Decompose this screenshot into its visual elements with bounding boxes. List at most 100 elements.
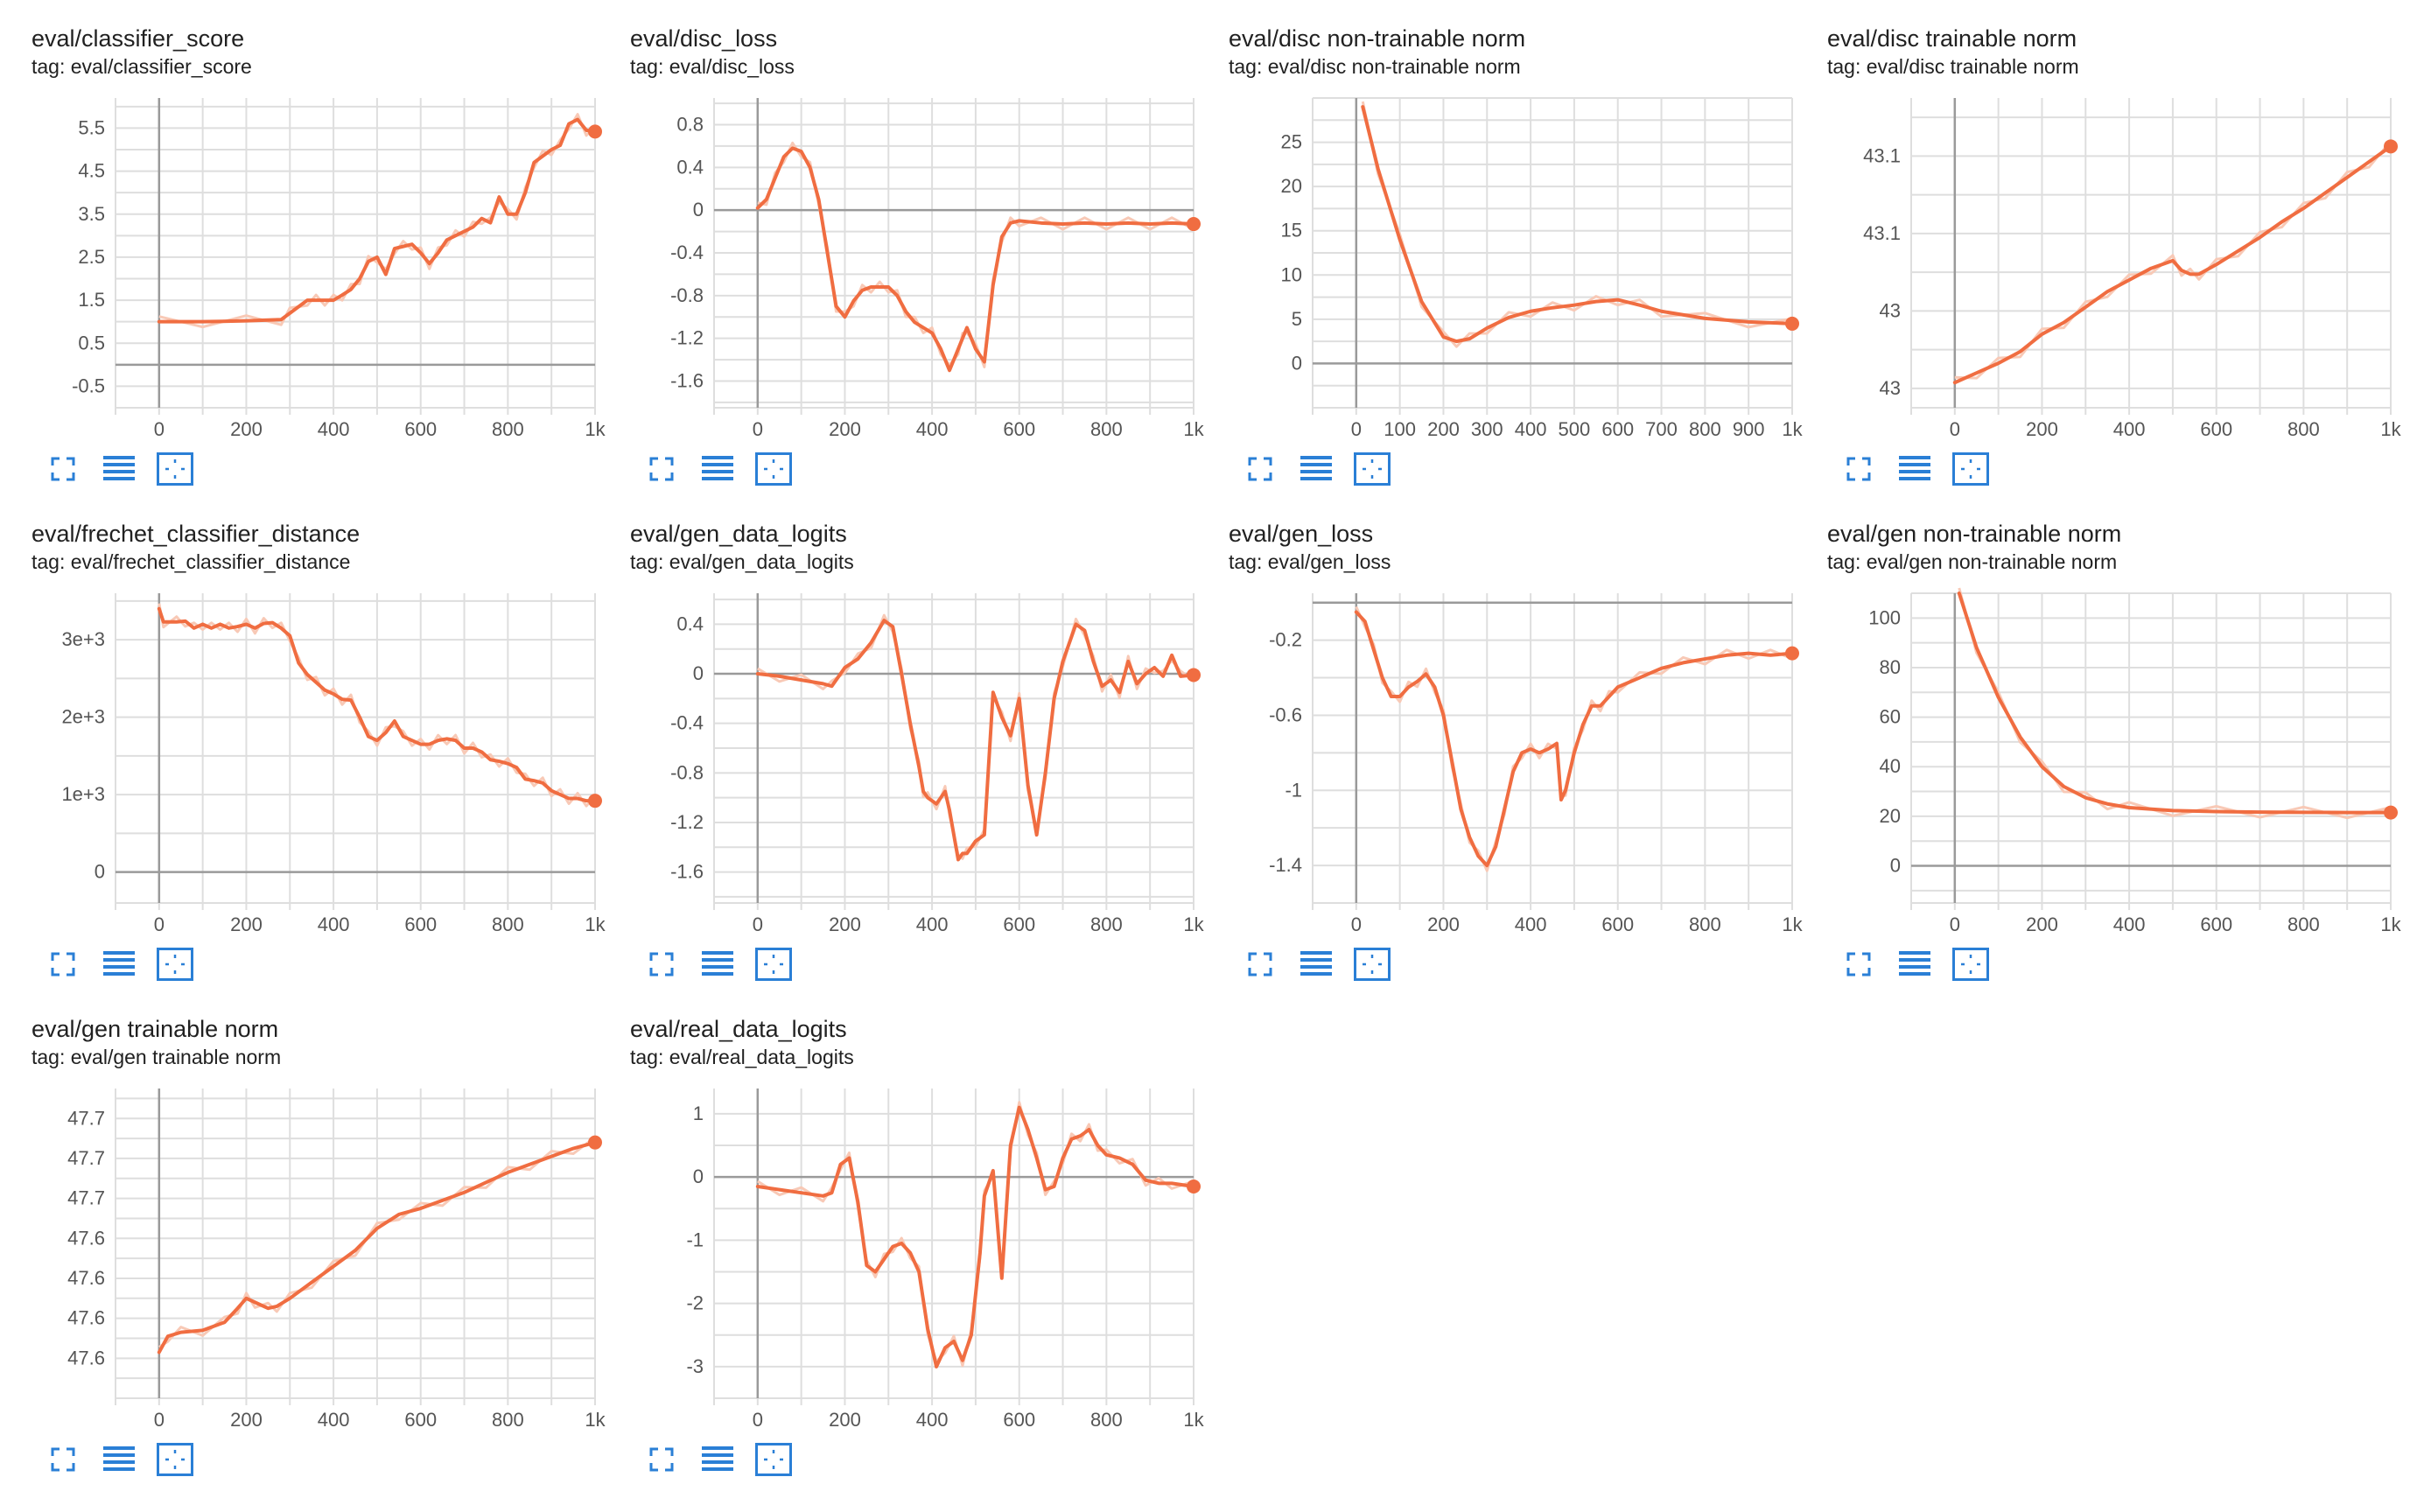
y-tick-label: 43 [1880,377,1901,399]
x-tick-label: 400 [2113,418,2146,440]
y-tick-label: 43.1 [1863,144,1901,166]
fullscreen-button[interactable] [1839,947,1878,982]
chart-plot[interactable]: 0 200 400 600 800 1k 0.4 0 -0.4 -0.8 -1.2 -1.6 [599,583,1205,935]
x-tick-label: 0 [154,1409,165,1431]
toggle-data-table-button[interactable] [698,1442,737,1477]
series-last-point[interactable] [1187,217,1201,232]
fullscreen-button[interactable] [44,1442,82,1477]
series-last-point[interactable] [2384,805,2398,820]
toggle-data-table-button[interactable] [100,452,138,486]
x-tick-label: 900 [1733,418,1765,440]
y-tick-label: -1.2 [670,811,704,833]
series-last-point[interactable] [1187,668,1201,682]
chart-plot[interactable]: 0 200 400 600 800 1k 0.8 0.4 0 -0.4 -0.8 -1.2 -1.6 [599,88,1205,440]
y-tick-label: 47.7 [67,1147,105,1169]
fullscreen-button[interactable] [44,947,82,982]
chart-toolbar [1839,947,1990,989]
y-tick-label: 10 [1281,263,1302,285]
fullscreen-button[interactable] [642,1442,681,1477]
chart-plot[interactable]: 0 200 400 600 800 1k -0.2 -0.6 -1 -1.4 [1197,583,1804,935]
chart-plot[interactable]: 0 200 400 600 800 1k 43.1 43.1 43 43 [1796,88,2402,440]
x-tick-label: 200 [2026,914,2058,935]
fit-domain-button[interactable] [1353,947,1391,982]
series-smoothed-line [157,606,597,803]
x-tick-label: 800 [492,418,524,440]
toggle-data-table-button[interactable] [698,452,737,486]
x-tick-label: 600 [1003,1409,1035,1431]
toggle-data-table-button[interactable] [100,947,138,982]
series-raw-line [1361,101,1793,348]
y-tick-label: -1.6 [670,861,704,883]
fit-domain-button[interactable] [754,452,793,486]
y-tick-label: 5 [1292,308,1302,330]
fit-domain-button[interactable] [754,947,793,982]
chart-card-9: eval/real_data_logits tag: eval/real_dat… [599,990,1205,1480]
toggle-data-table-button[interactable] [1895,452,1934,486]
chart-plot[interactable]: 0 200 400 600 800 1k 5.5 4.5 3.5 2.5 1.5 0.5 -0.5 [0,88,606,440]
toggle-data-table-button[interactable] [698,947,737,982]
x-tick-label: 200 [230,914,263,935]
x-tick-label: 0 [1950,914,1960,935]
fullscreen-button[interactable] [1241,452,1279,486]
series-last-point[interactable] [1785,646,1799,661]
y-tick-label: 0.4 [676,612,704,634]
chart-toolbar [642,1442,793,1484]
y-tick-label: 25 [1281,131,1302,153]
grid-lines [713,98,1194,415]
fit-domain-button[interactable] [156,1442,194,1477]
toggle-data-table-button[interactable] [100,1442,138,1477]
chart-card-3: eval/disc trainable norm tag: eval/disc … [1796,0,2402,490]
series-smoothed-line [1354,610,1794,868]
fit-domain-button[interactable] [1353,452,1391,486]
x-tick-label: 1k [585,418,606,440]
y-tick-label: 2e+3 [61,706,105,728]
fullscreen-button[interactable] [1839,452,1878,486]
chart-plot[interactable]: 0 200 400 600 800 1k 47.7 47.7 47.7 47.6 47.6 47.6 4… [0,1078,606,1431]
fit-domain-button[interactable] [156,947,194,982]
fit-domain-button[interactable] [1951,947,1990,982]
chart-toolbar [44,452,194,494]
grid-lines [713,593,1194,910]
x-tick-label: 500 [1559,418,1591,440]
chart-title: eval/real_data_logits [630,1016,847,1042]
chart-plot[interactable]: 0 200 400 600 800 1k 1 0 -1 -2 -3 [599,1078,1205,1431]
x-tick-label: 1k [585,1409,606,1431]
y-tick-label: 15 [1281,220,1302,242]
x-tick-label: 800 [2287,914,2320,935]
fullscreen-button[interactable] [44,452,82,486]
x-tick-label: 600 [404,914,437,935]
data-table-icon [1899,951,1930,976]
toggle-data-table-button[interactable] [1297,947,1335,982]
y-tick-label: 2.5 [78,246,105,268]
x-tick-label: 1k [2380,914,2401,935]
x-tick-label: 400 [318,418,350,440]
chart-card-0: eval/classifier_score tag: eval/classifi… [0,0,606,490]
series-last-point[interactable] [588,1135,602,1150]
y-tick-label: 0 [693,199,704,220]
x-tick-label: 0 [154,914,165,935]
series-last-point[interactable] [1785,316,1799,331]
fit-domain-button[interactable] [156,452,194,486]
x-tick-label: 200 [230,418,263,440]
fit-domain-icon [1952,948,1989,981]
chart-plot[interactable]: 0 200 400 600 800 1k 3e+3 2e+3 1e+3 0 [0,583,606,935]
toggle-data-table-button[interactable] [1895,947,1934,982]
series-last-point[interactable] [588,124,602,139]
y-tick-label: -0.6 [1269,704,1302,725]
series-last-point[interactable] [1187,1179,1201,1194]
x-tick-label: 600 [404,1409,437,1431]
fullscreen-button[interactable] [1241,947,1279,982]
chart-plot[interactable]: 0 100 200 300 400 500 600 700 800 900 1k 25 20 15 10 5 0 [1197,88,1804,440]
toggle-data-table-button[interactable] [1297,452,1335,486]
y-tick-label: 4.5 [78,160,105,182]
x-tick-label: 800 [1689,418,1721,440]
fullscreen-button[interactable] [642,947,681,982]
series-last-point[interactable] [588,794,602,808]
data-table-icon [1899,456,1930,480]
fullscreen-button[interactable] [642,452,681,486]
fit-domain-button[interactable] [1951,452,1990,486]
y-tick-label: 0 [693,1166,704,1187]
fit-domain-button[interactable] [754,1442,793,1477]
series-last-point[interactable] [2384,139,2398,154]
